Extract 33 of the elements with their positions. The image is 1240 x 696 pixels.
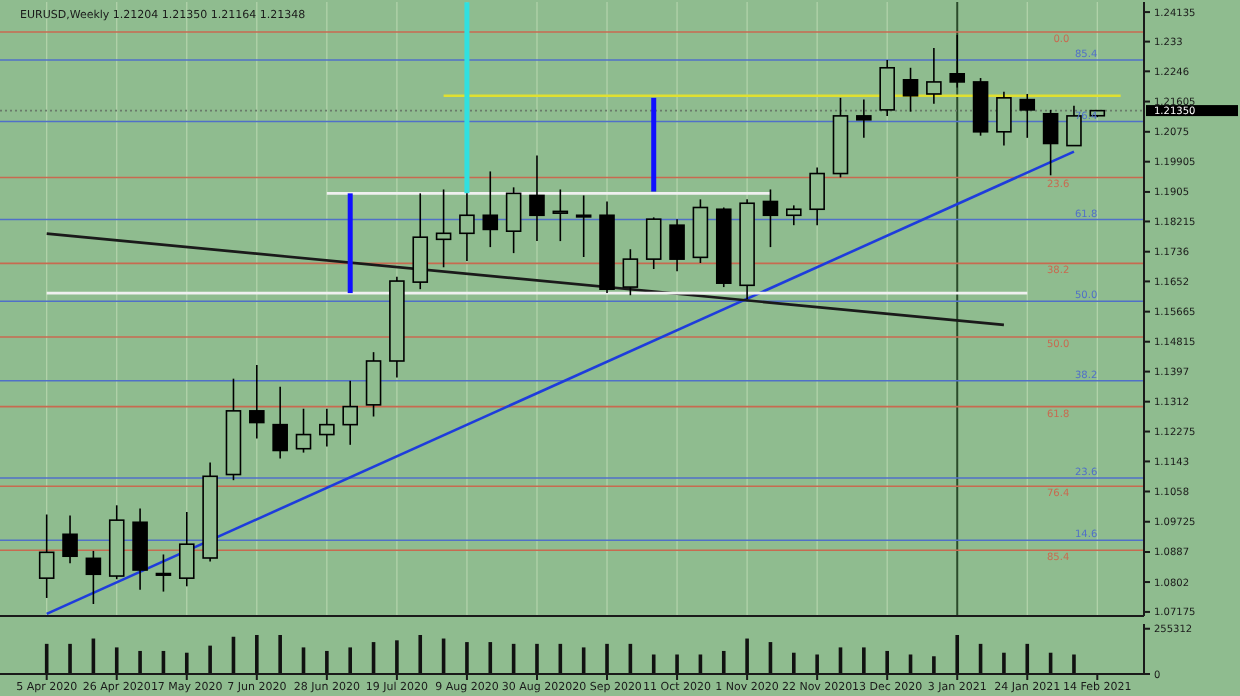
candlestick: [996, 91, 1012, 147]
candlestick: [1019, 93, 1036, 139]
candlestick: [249, 364, 265, 440]
candlestick: [1042, 109, 1059, 177]
candlestick: [926, 47, 942, 105]
candlestick: [669, 218, 685, 272]
candlestick: [412, 192, 429, 290]
candlestick: [879, 59, 895, 117]
candlestick: [482, 170, 499, 248]
candlestick: [295, 407, 312, 454]
candlestick: [319, 407, 335, 448]
candlestick: [622, 248, 639, 297]
candlestick: [272, 386, 288, 460]
candlestick: [949, 34, 966, 89]
candlestick: [365, 351, 382, 418]
candlestick: [809, 166, 825, 226]
candlestick: [342, 380, 358, 446]
candlestick: [902, 66, 919, 113]
candlestick: [505, 186, 522, 254]
candlestick: [155, 553, 172, 593]
candlestick: [529, 154, 545, 242]
candlestick: [85, 550, 102, 605]
candlestick: [575, 194, 592, 258]
candlestick: [645, 216, 662, 270]
candlestick: [552, 188, 569, 242]
candlestick: [762, 188, 779, 248]
candlestick: [786, 204, 802, 226]
candlestick: [38, 513, 55, 599]
candlestick: [856, 98, 872, 139]
candlestick: [132, 507, 148, 591]
candlestick: [62, 514, 78, 565]
candlestick: [435, 188, 452, 269]
candlestick: [178, 511, 195, 588]
